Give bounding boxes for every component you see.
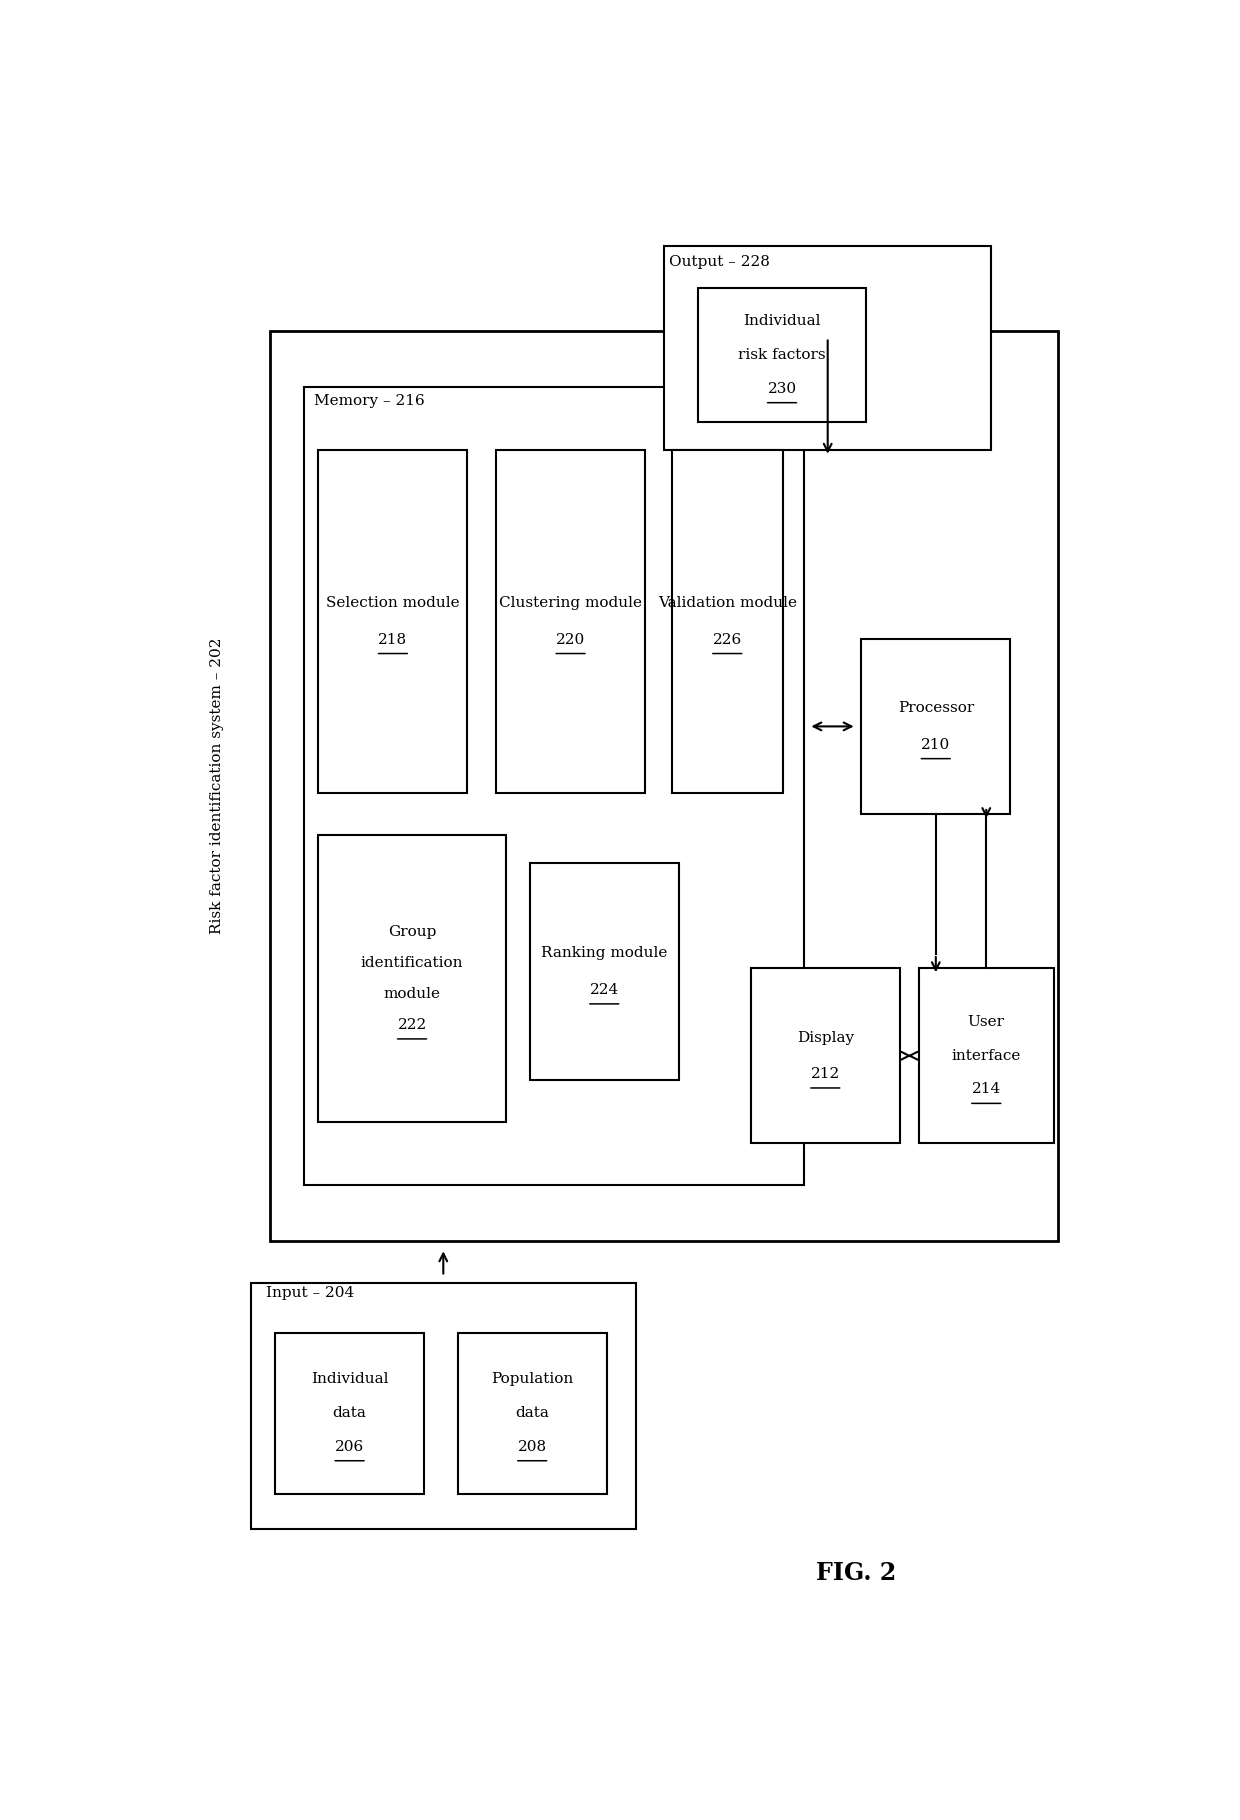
Text: Processor: Processor — [898, 701, 973, 715]
Text: Selection module: Selection module — [326, 597, 460, 610]
Text: identification: identification — [361, 956, 464, 970]
FancyBboxPatch shape — [458, 1332, 606, 1494]
Text: Population: Population — [491, 1372, 573, 1387]
FancyBboxPatch shape — [496, 450, 645, 794]
Text: 220: 220 — [556, 633, 585, 646]
Text: Individual: Individual — [743, 315, 821, 328]
Text: 230: 230 — [768, 382, 796, 395]
Text: 206: 206 — [335, 1440, 365, 1454]
FancyBboxPatch shape — [319, 450, 467, 794]
Text: Memory – 216: Memory – 216 — [314, 393, 424, 408]
FancyBboxPatch shape — [672, 450, 782, 794]
Text: Group: Group — [388, 925, 436, 939]
FancyBboxPatch shape — [250, 1283, 635, 1529]
FancyBboxPatch shape — [751, 968, 900, 1143]
Text: 222: 222 — [398, 1017, 427, 1032]
Text: FIG. 2: FIG. 2 — [816, 1562, 897, 1585]
Text: 210: 210 — [921, 737, 950, 752]
Text: 212: 212 — [811, 1067, 839, 1081]
FancyBboxPatch shape — [862, 639, 1011, 814]
Text: Input – 204: Input – 204 — [265, 1287, 353, 1299]
FancyBboxPatch shape — [698, 289, 866, 422]
Text: 218: 218 — [378, 633, 408, 646]
FancyBboxPatch shape — [319, 835, 506, 1123]
Text: data: data — [332, 1407, 367, 1420]
Text: risk factors: risk factors — [738, 348, 826, 362]
Text: interface: interface — [951, 1048, 1021, 1063]
Text: Clustering module: Clustering module — [500, 597, 642, 610]
Text: Validation module: Validation module — [657, 597, 797, 610]
Text: 214: 214 — [972, 1083, 1001, 1096]
Text: Ranking module: Ranking module — [541, 946, 667, 961]
FancyBboxPatch shape — [665, 246, 991, 450]
Text: data: data — [516, 1407, 549, 1420]
Text: User: User — [967, 1016, 1004, 1028]
Text: Individual: Individual — [311, 1372, 388, 1387]
Text: 224: 224 — [590, 983, 619, 997]
FancyBboxPatch shape — [304, 386, 804, 1185]
Text: 226: 226 — [713, 633, 742, 646]
Text: 208: 208 — [517, 1440, 547, 1454]
FancyBboxPatch shape — [529, 863, 678, 1081]
Text: Risk factor identification system – 202: Risk factor identification system – 202 — [211, 637, 224, 934]
Text: Output – 228: Output – 228 — [670, 255, 770, 269]
FancyBboxPatch shape — [919, 968, 1054, 1143]
Text: Display: Display — [797, 1030, 854, 1045]
FancyBboxPatch shape — [270, 331, 1058, 1241]
FancyBboxPatch shape — [275, 1332, 424, 1494]
Text: module: module — [383, 986, 440, 1001]
